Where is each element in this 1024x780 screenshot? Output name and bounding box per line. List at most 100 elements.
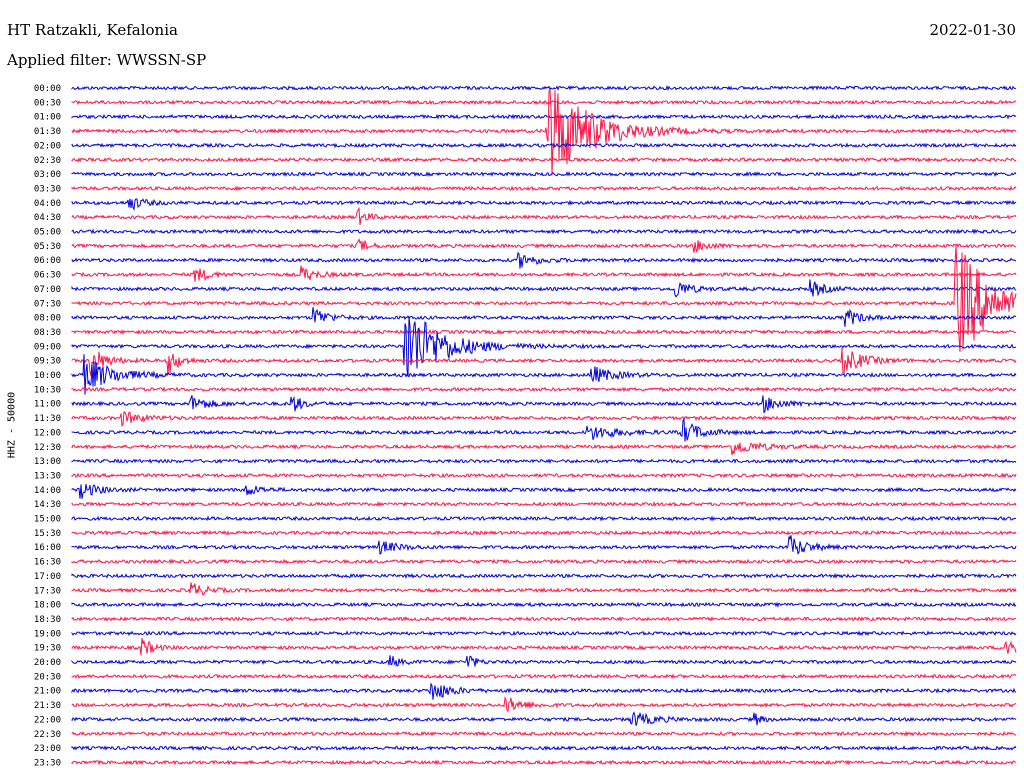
trace-0000 xyxy=(71,84,1017,91)
trace-0130 xyxy=(71,88,1017,176)
trace-1130 xyxy=(71,411,1017,428)
row-time-label: 09:30 xyxy=(34,357,61,367)
row-time-label: 07:00 xyxy=(34,285,61,295)
row-time-label: 00:00 xyxy=(34,84,61,94)
trace-0430 xyxy=(71,206,1017,226)
row-time-label: 15:30 xyxy=(34,529,61,539)
trace-0930 xyxy=(71,347,1017,377)
row-time-label: 10:00 xyxy=(34,371,61,381)
row-time-label: 11:30 xyxy=(34,414,61,424)
trace-1400 xyxy=(71,483,1017,499)
row-time-label: 23:30 xyxy=(34,758,61,768)
trace-0030 xyxy=(71,99,1017,106)
row-time-label: 01:00 xyxy=(34,113,61,123)
row-time-label: 05:30 xyxy=(34,242,61,252)
trace-group xyxy=(71,84,1017,766)
row-time-label: 04:00 xyxy=(34,199,61,209)
row-time-label: 21:00 xyxy=(34,687,61,697)
trace-1200 xyxy=(71,417,1017,442)
trace-1330 xyxy=(71,472,1017,479)
trace-1500 xyxy=(71,515,1017,522)
row-time-label: 16:00 xyxy=(34,543,61,553)
row-time-label: 08:30 xyxy=(34,328,61,338)
trace-2200 xyxy=(71,711,1017,726)
trace-2230 xyxy=(71,730,1017,737)
trace-1000 xyxy=(71,354,1017,395)
trace-1100 xyxy=(71,395,1017,414)
trace-0630 xyxy=(71,265,1017,282)
trace-1430 xyxy=(71,501,1017,508)
row-time-label: 15:00 xyxy=(34,515,61,525)
trace-0500 xyxy=(71,228,1017,235)
station-title: HT Ratzakli, Kefalonia xyxy=(7,21,178,39)
trace-1300 xyxy=(71,458,1017,465)
row-time-label: 16:30 xyxy=(34,558,61,568)
trace-0730 xyxy=(71,245,1017,352)
trace-1230 xyxy=(71,441,1017,456)
row-time-label: 18:30 xyxy=(34,615,61,625)
trace-1600 xyxy=(71,535,1017,555)
row-time-label: 20:30 xyxy=(34,672,61,682)
row-time-label: 22:30 xyxy=(34,730,61,740)
trace-2030 xyxy=(71,673,1017,680)
row-time-label: 21:30 xyxy=(34,701,61,711)
row-time-label: 10:30 xyxy=(34,385,61,395)
trace-1800 xyxy=(71,601,1017,608)
trace-2130 xyxy=(71,696,1017,713)
trace-0230 xyxy=(71,156,1017,163)
trace-0600 xyxy=(71,251,1017,269)
row-time-label: 20:00 xyxy=(34,658,61,668)
trace-1730 xyxy=(71,582,1017,596)
trace-1700 xyxy=(71,572,1017,580)
trace-0400 xyxy=(71,198,1017,212)
filter-label: Applied filter: WWSSN-SP xyxy=(7,51,207,69)
row-time-label: 23:00 xyxy=(34,744,61,754)
time-tick-labels: 00:00 00:30 01:00 01:30 02:00 02:30 03:00 03:30… xyxy=(34,84,61,768)
row-time-label: 04:30 xyxy=(34,213,61,223)
row-time-label: 13:00 xyxy=(34,457,61,467)
row-time-label: 12:00 xyxy=(34,428,61,438)
trace-2330 xyxy=(71,759,1017,766)
row-time-label: 02:30 xyxy=(34,156,61,166)
trace-0330 xyxy=(71,185,1017,192)
record-date: 2022-01-30 xyxy=(929,21,1016,39)
trace-2300 xyxy=(71,745,1017,752)
trace-0700 xyxy=(71,279,1017,298)
trace-1900 xyxy=(71,630,1017,637)
row-time-label: 12:30 xyxy=(34,443,61,453)
row-time-label: 01:30 xyxy=(34,127,61,137)
trace-1530 xyxy=(71,529,1017,536)
row-time-label: 17:30 xyxy=(34,586,61,596)
row-time-label: 14:30 xyxy=(34,500,61,510)
trace-0830 xyxy=(71,328,1017,336)
row-time-label: 08:00 xyxy=(34,314,61,324)
row-time-label: 13:30 xyxy=(34,471,61,481)
trace-1030 xyxy=(71,386,1017,393)
trace-0900 xyxy=(71,316,1017,377)
row-time-label: 03:00 xyxy=(34,170,61,180)
row-time-label: 05:00 xyxy=(34,228,61,238)
trace-0800 xyxy=(71,307,1017,327)
row-time-label: 11:00 xyxy=(34,400,61,410)
row-time-label: 19:00 xyxy=(34,629,61,639)
row-time-label: 17:00 xyxy=(34,572,61,582)
row-time-label: 02:00 xyxy=(34,141,61,151)
trace-1830 xyxy=(71,615,1017,622)
trace-2100 xyxy=(71,682,1017,700)
row-time-label: 06:00 xyxy=(34,256,61,266)
trace-0100 xyxy=(71,113,1017,120)
row-time-label: 09:00 xyxy=(34,342,61,352)
row-time-label: 07:30 xyxy=(34,299,61,309)
trace-0530 xyxy=(71,238,1017,253)
row-time-label: 22:00 xyxy=(34,715,61,725)
trace-0300 xyxy=(71,171,1017,178)
row-time-label: 00:30 xyxy=(34,98,61,108)
row-time-label: 03:30 xyxy=(34,184,61,194)
trace-2000 xyxy=(71,655,1017,667)
row-time-label: 06:30 xyxy=(34,271,61,281)
row-time-label: 14:00 xyxy=(34,486,61,496)
trace-1930 xyxy=(71,637,1017,656)
row-time-label: 19:30 xyxy=(34,644,61,654)
trace-1630 xyxy=(71,558,1017,565)
